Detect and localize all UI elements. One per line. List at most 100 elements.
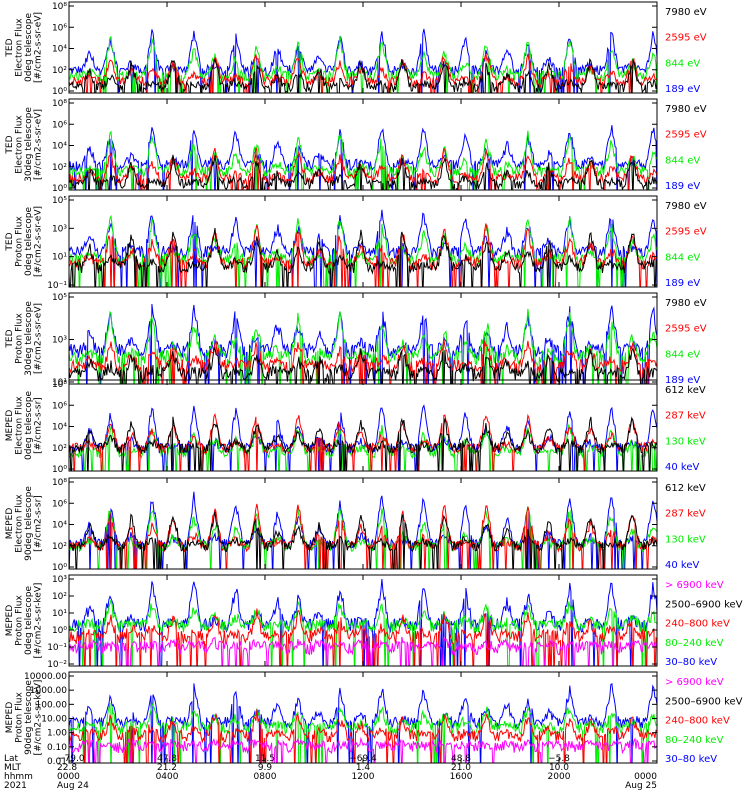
y-tick-label: 10⁻¹ — [47, 281, 67, 291]
y-tick-label: 10⁸ — [52, 99, 67, 109]
y-axis-label-line: 30deg telescope — [24, 107, 34, 182]
y-tick-label: 10² — [52, 542, 67, 552]
y-tick-label: 10⁶ — [52, 499, 67, 509]
x-row-label: Lat — [4, 754, 19, 764]
series-line-844-ev — [69, 130, 657, 190]
series-line-844-ev — [69, 308, 657, 384]
legend-entry: 130 keV — [665, 436, 706, 447]
y-tick-label: 10¹ — [52, 253, 67, 263]
y-tick-label: 10³ — [52, 336, 67, 346]
y-tick-label: 10⁻² — [47, 660, 67, 670]
legend-entry: 189 eV — [665, 181, 700, 192]
panel-4: 10¹ 10³ 10⁵ TED Proton Flux 30deg telescope [#… — [5, 292, 707, 388]
x-tick-label: Aug 24 — [57, 781, 89, 791]
y-tick-label: 10⁰ — [52, 184, 67, 194]
x-tick-label: 0000 — [57, 772, 80, 782]
y-tick-label: 10⁴ — [52, 521, 67, 531]
series-line-2595-ev — [69, 223, 657, 287]
x-tick-label: −79.0 — [57, 754, 85, 764]
y-tick-label: 10³ — [52, 575, 67, 585]
y-tick-label: 10⁴ — [52, 423, 67, 433]
series-line--6900-kev — [69, 736, 657, 763]
legend-entry: 612 keV — [665, 483, 706, 494]
legend-entry: 189 eV — [665, 84, 700, 95]
x-tick-label: 11.5 — [255, 754, 275, 764]
legend-entry: 189 eV — [665, 278, 700, 289]
legend-entry: 2595 eV — [665, 33, 707, 44]
legend-entry: 240–800 keV — [665, 619, 730, 630]
x-tick-label: Aug 25 — [625, 781, 657, 791]
y-tick-label: 10⁻¹ — [47, 643, 67, 653]
y-axis-label-line: MEPED — [5, 605, 15, 637]
x-tick-label: 10.0 — [549, 763, 569, 773]
y-tick-label: 1.00 — [47, 729, 67, 739]
x-tick-label: −5.8 — [548, 754, 570, 764]
x-tick-label: 47.8 — [157, 754, 177, 764]
x-tick-label: 0400 — [156, 772, 179, 782]
legend-entry: 287 keV — [665, 509, 706, 520]
x-row-label: 2021 — [4, 781, 27, 791]
y-tick-label: 10¹ — [52, 609, 67, 619]
series-line-2595-ev — [69, 147, 657, 190]
y-axis-label-line: Proton Flux — [15, 313, 25, 364]
series-line-7980-ev — [69, 227, 657, 287]
series-line-844-ev — [69, 214, 657, 287]
series-line-30-80-kev — [69, 682, 657, 763]
y-axis-label-line: 0deg telescope — [24, 586, 34, 656]
series-line-80-240-kev — [69, 599, 657, 666]
y-axis-label-line: 30deg telescope — [24, 301, 34, 376]
series-line-287-kev — [69, 503, 657, 569]
y-axis-label-line: Proton Flux — [15, 692, 25, 743]
x-tick-label: 0000 — [634, 772, 657, 782]
y-tick-label: 10⁴ — [52, 142, 67, 152]
panel-3: 10⁻¹ 10¹ 10³ 10⁵ TED Proton Flux 0deg telescop… — [5, 195, 707, 291]
y-axis-label-line: [#/cm2-s-sr] — [34, 495, 44, 552]
legend-entry: 844 eV — [665, 155, 700, 166]
series-line-7980-ev — [69, 346, 657, 384]
y-axis-label-line: [#/cm2-s-sr] — [34, 397, 44, 454]
y-tick-label: 10² — [52, 592, 67, 602]
legend-entry: 30–80 keV — [665, 754, 717, 765]
y-axis-label-line: Proton Flux — [15, 216, 25, 267]
legend-entry: 80–240 keV — [665, 638, 724, 649]
y-tick-label: 10⁵ — [52, 293, 67, 303]
legend-entry: 7980 eV — [665, 7, 707, 18]
x-tick-label: 1200 — [352, 772, 375, 782]
y-tick-label: 10⁰ — [52, 87, 67, 97]
series-line-240-800-kev — [69, 709, 657, 763]
y-axis-label-line: TED — [5, 329, 15, 348]
y-tick-label: 10⁰ — [52, 626, 67, 636]
legend-entry: 240–800 keV — [665, 716, 730, 727]
legend-entry: 7980 eV — [665, 104, 707, 115]
y-axis-label-line: [#/cm2-s-sr-eV] — [34, 109, 44, 180]
x-tick-label: 2000 — [548, 772, 571, 782]
y-axis-label-line: MEPED — [5, 702, 15, 734]
series-line-287-kev — [69, 412, 657, 471]
y-axis-label-line: [#/cm2-s-sr-eV] — [34, 206, 44, 277]
y-axis-label-line: MEPED — [5, 410, 15, 442]
y-axis-label-line: 90deg telescope — [24, 486, 34, 561]
x-tick-label: 1.4 — [356, 763, 371, 773]
y-axis-label: MEPED Electron Flux 90deg telescope [#/cm2-… — [5, 486, 44, 561]
y-tick-label: 0.01 — [47, 757, 67, 767]
y-axis-label: TED Electron Flux 30deg telescope [#/cm2-s-… — [5, 107, 44, 182]
series-line-2595-ev — [69, 338, 657, 384]
y-axis-label: TED Proton Flux 30deg telescope [#/cm2-s-sr… — [5, 301, 44, 376]
series-line-240-800-kev — [69, 608, 657, 666]
legend-entry: 189 eV — [665, 375, 700, 386]
y-tick-label: 0.10 — [47, 743, 67, 753]
y-axis-label: MEPED Electron Flux 0deg telescope [#/cm2-s… — [5, 391, 44, 461]
y-axis-label-line: Electron Flux — [15, 18, 25, 77]
series-line-612-kev — [69, 511, 657, 569]
panel-2: 10⁰ 10² 10⁴ 10⁶ 10⁸ TED Electron Flux 30deg tel… — [5, 98, 707, 194]
y-tick-label: 10⁰ — [52, 465, 67, 475]
y-axis-label-line: TED — [5, 38, 15, 57]
y-tick-label: 10⁶ — [52, 23, 67, 33]
y-axis-label-line: MEPED — [5, 508, 15, 540]
y-axis-label-line: Proton Flux — [15, 595, 25, 646]
legend-entry: 40 keV — [665, 462, 699, 473]
y-axis-label: MEPED Proton Flux 90deg telescope [#/cm2-s-… — [5, 680, 44, 756]
legend-entry: 2595 eV — [665, 324, 707, 335]
y-axis-label-line: Electron Flux — [15, 494, 25, 553]
y-axis-label-line: [#/cm2-s-sr-eV] — [34, 12, 44, 83]
